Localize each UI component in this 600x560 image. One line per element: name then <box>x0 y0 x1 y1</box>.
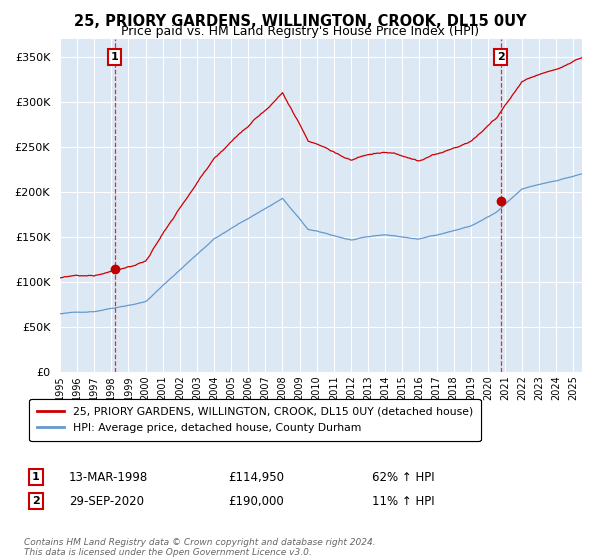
Text: 62% ↑ HPI: 62% ↑ HPI <box>372 470 434 484</box>
Text: 11% ↑ HPI: 11% ↑ HPI <box>372 494 434 508</box>
Text: 25, PRIORY GARDENS, WILLINGTON, CROOK, DL15 0UY: 25, PRIORY GARDENS, WILLINGTON, CROOK, D… <box>74 14 526 29</box>
Text: Contains HM Land Registry data © Crown copyright and database right 2024.
This d: Contains HM Land Registry data © Crown c… <box>24 538 376 557</box>
Text: £114,950: £114,950 <box>228 470 284 484</box>
Text: Price paid vs. HM Land Registry's House Price Index (HPI): Price paid vs. HM Land Registry's House … <box>121 25 479 38</box>
Text: 13-MAR-1998: 13-MAR-1998 <box>69 470 148 484</box>
Text: 2: 2 <box>497 52 505 62</box>
Text: 1: 1 <box>32 472 40 482</box>
Text: £190,000: £190,000 <box>228 494 284 508</box>
Text: 1: 1 <box>111 52 119 62</box>
Text: 29-SEP-2020: 29-SEP-2020 <box>69 494 144 508</box>
Text: 2: 2 <box>32 496 40 506</box>
Legend: 25, PRIORY GARDENS, WILLINGTON, CROOK, DL15 0UY (detached house), HPI: Average p: 25, PRIORY GARDENS, WILLINGTON, CROOK, D… <box>29 399 481 441</box>
